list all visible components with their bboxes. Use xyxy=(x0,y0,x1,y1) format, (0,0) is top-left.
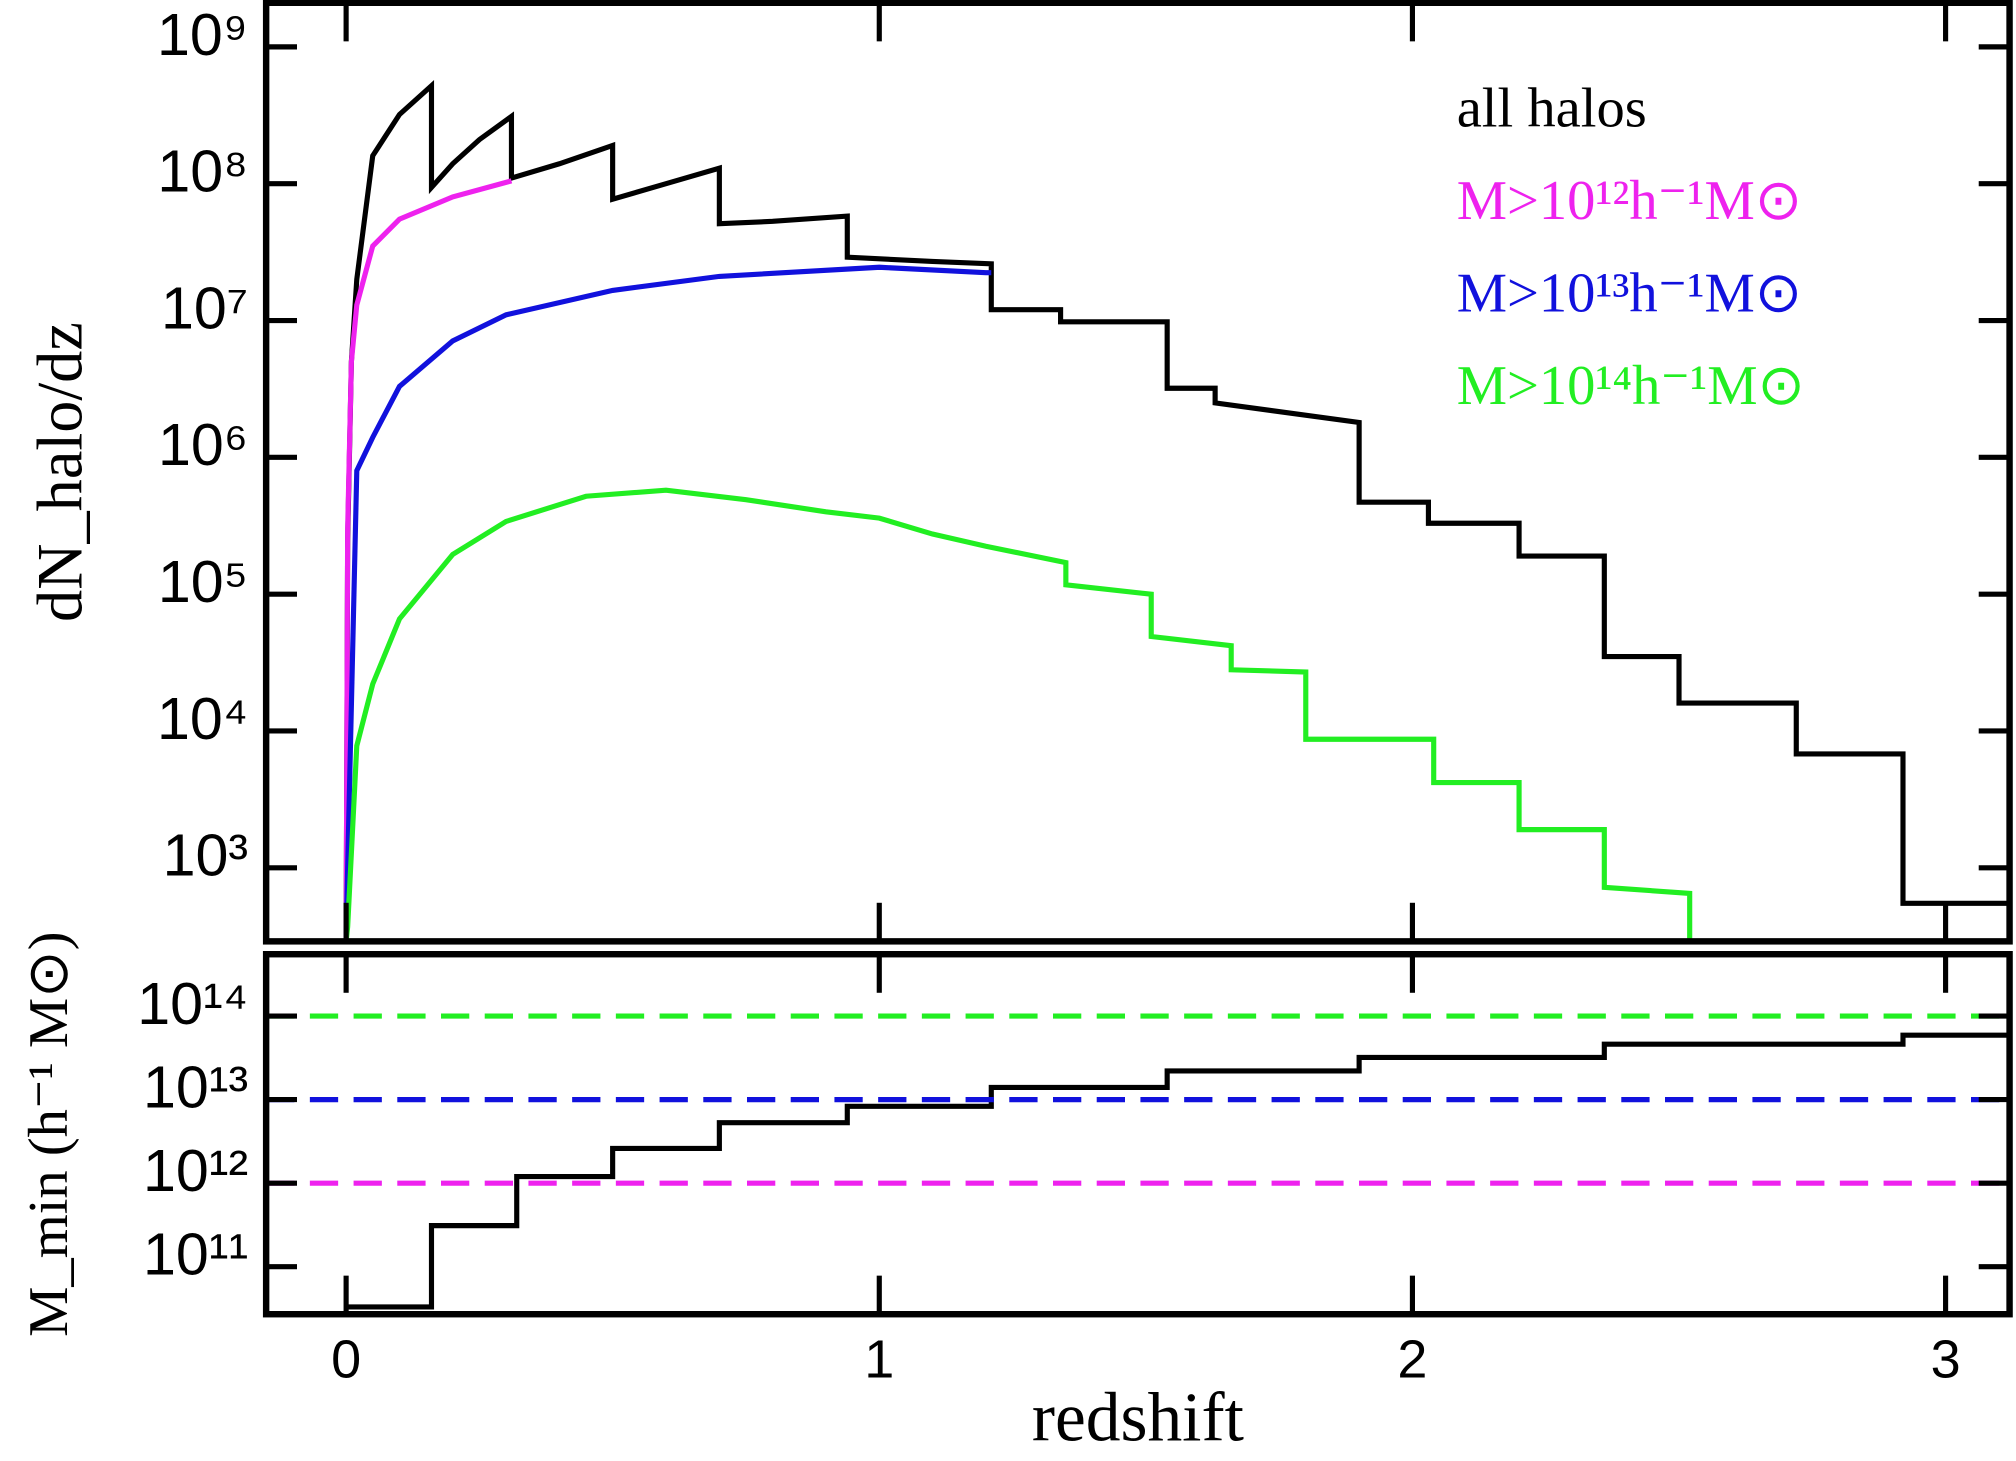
plot-frame xyxy=(262,951,2013,1318)
data-line xyxy=(343,178,513,942)
x-tick-label: 0 xyxy=(331,1329,361,1389)
data-line xyxy=(346,1032,2010,1310)
y-tick-label: 10¹³ xyxy=(143,1054,248,1121)
y-tick-label: 10¹⁴ xyxy=(137,970,248,1037)
plot-area xyxy=(266,1013,2010,1310)
plot-frame xyxy=(262,0,2013,945)
legend-entry: M>10¹³h⁻¹M⊙ xyxy=(1457,262,1802,324)
x-axis-label: redshift xyxy=(1032,1380,1244,1457)
y-axis-label: M_min (h⁻¹ M⊙) xyxy=(18,932,80,1337)
x-tick-label: 3 xyxy=(1931,1329,1961,1389)
y-tick-label: 10⁴ xyxy=(157,685,248,752)
legend-entry: M>10¹²h⁻¹M⊙ xyxy=(1457,170,1802,232)
y-tick-label: 10⁵ xyxy=(158,548,248,615)
plot-area xyxy=(343,79,2010,942)
y-tick-label: 10⁸ xyxy=(157,138,248,205)
y-tick-label: 10¹¹ xyxy=(143,1221,248,1288)
y-tick-label: 10⁶ xyxy=(158,411,248,478)
legend-entry: M>10¹⁴h⁻¹M⊙ xyxy=(1457,355,1805,417)
x-tick-label: 2 xyxy=(1397,1329,1427,1389)
x-tick-label: 1 xyxy=(864,1329,894,1389)
data-line xyxy=(343,487,1693,942)
y-tick-label: 10⁹ xyxy=(157,1,248,68)
y-tick-label: 10⁷ xyxy=(161,274,248,341)
legend-entry: all halos xyxy=(1457,77,1647,139)
data-line xyxy=(343,79,2010,942)
y-tick-label: 10¹² xyxy=(143,1137,248,1204)
y-axis-label: dN_halo/dz xyxy=(25,322,96,622)
data-line xyxy=(343,264,992,942)
y-tick-label: 10³ xyxy=(163,822,248,889)
